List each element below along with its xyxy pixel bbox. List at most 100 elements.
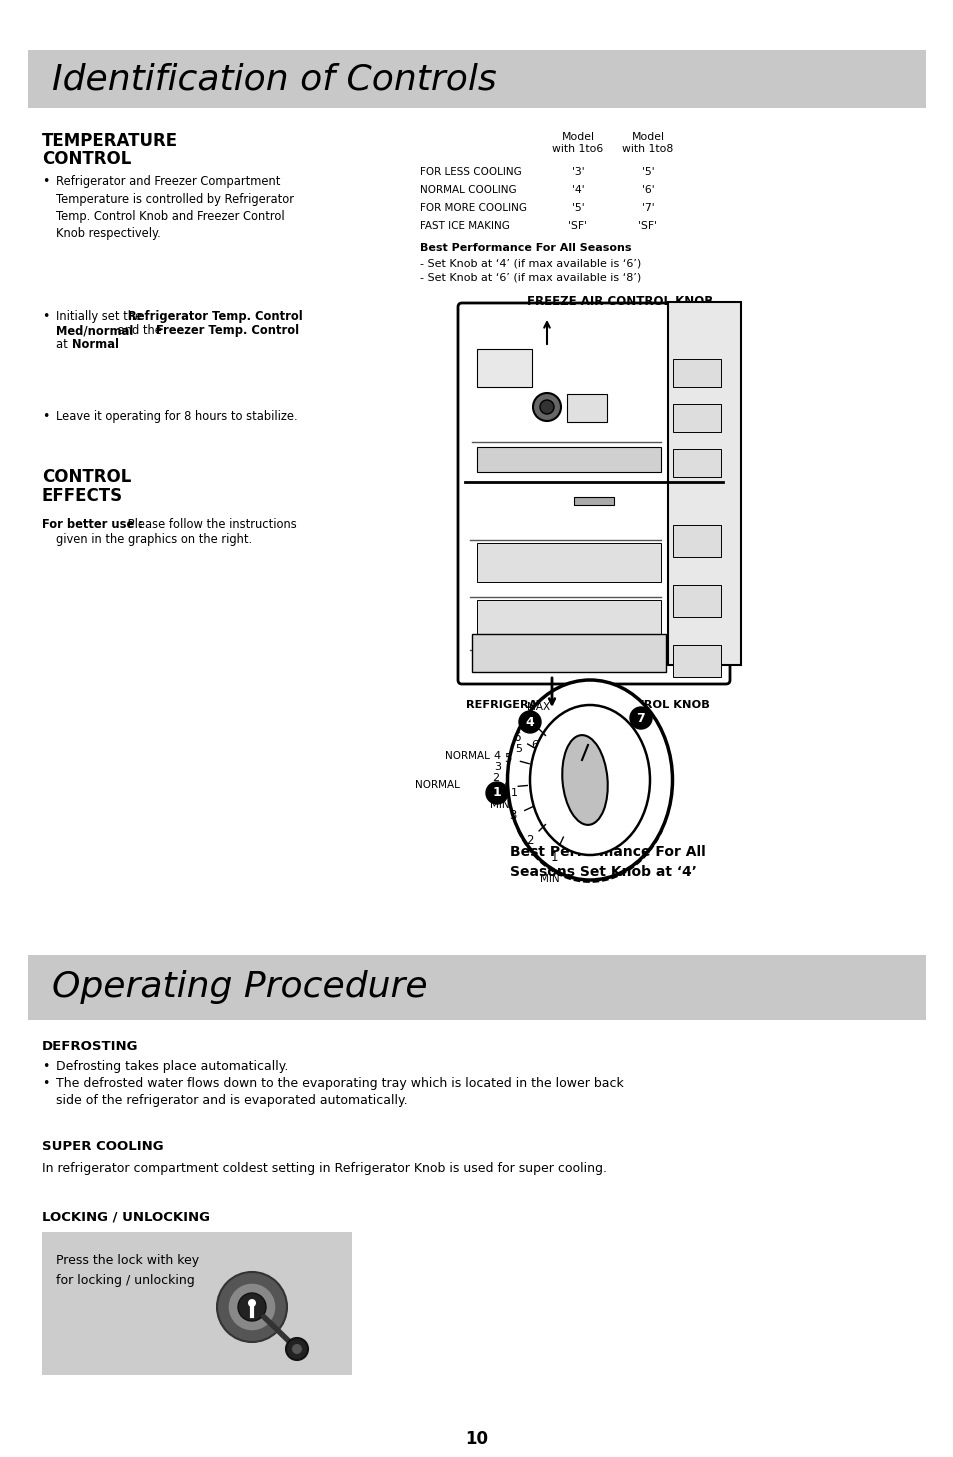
Text: 1: 1	[511, 788, 517, 798]
Bar	[476, 600, 660, 640]
Text: '5': '5'	[571, 203, 583, 213]
Text: Refrigerator and Freezer Compartment
Temperature is controlled by Refrigerator
T: Refrigerator and Freezer Compartment Tem…	[56, 175, 294, 240]
Circle shape	[237, 1292, 266, 1321]
Text: FOR LESS COOLING: FOR LESS COOLING	[419, 168, 521, 176]
Text: TEMPERATURE: TEMPERATURE	[42, 133, 178, 150]
Text: In refrigerator compartment coldest setting in Refrigerator Knob is used for sup: In refrigerator compartment coldest sett…	[42, 1163, 606, 1174]
Text: MAX: MAX	[572, 745, 595, 755]
Ellipse shape	[561, 736, 607, 825]
Text: for locking / unlocking: for locking / unlocking	[56, 1273, 194, 1287]
Text: •: •	[42, 1077, 50, 1090]
Text: at: at	[56, 338, 71, 351]
Text: given in the graphics on the right.: given in the graphics on the right.	[56, 533, 252, 546]
Text: Best Performance For All Seasons: Best Performance For All Seasons	[419, 243, 631, 254]
Circle shape	[485, 782, 507, 804]
Text: CONTROL: CONTROL	[42, 468, 132, 487]
Text: Identification of Controls: Identification of Controls	[52, 63, 497, 96]
Text: CONTROL: CONTROL	[42, 150, 132, 168]
Text: MIN: MIN	[490, 800, 509, 810]
Bar	[672, 645, 720, 678]
Bar	[472, 634, 665, 672]
Circle shape	[216, 1272, 287, 1342]
Bar	[667, 302, 740, 664]
Text: REFRIGERATOR TEMP. CONTROL KNOB: REFRIGERATOR TEMP. CONTROL KNOB	[466, 699, 709, 710]
Text: Best Performance For All
Seasons Set Knob at ‘4’: Best Performance For All Seasons Set Kno…	[510, 845, 705, 879]
Bar	[566, 393, 606, 423]
Text: 7: 7	[636, 711, 644, 724]
Text: DEFROSTING: DEFROSTING	[42, 1040, 138, 1053]
Bar	[672, 404, 720, 431]
Ellipse shape	[507, 680, 672, 880]
Text: 2: 2	[526, 833, 533, 847]
Text: LOCKING / UNLOCKING: LOCKING / UNLOCKING	[42, 1209, 210, 1222]
Text: 5: 5	[515, 745, 522, 755]
Text: •: •	[42, 175, 50, 188]
Text: '6': '6'	[641, 185, 654, 195]
Text: 2: 2	[492, 774, 499, 782]
Text: Med/normal: Med/normal	[56, 323, 133, 337]
Text: 6: 6	[512, 731, 519, 745]
Text: - Set Knob at ‘6’ (if max available is ‘8’): - Set Knob at ‘6’ (if max available is ‘…	[419, 272, 640, 283]
Bar	[476, 447, 660, 472]
Text: Normal: Normal	[71, 338, 119, 351]
Text: 7: 7	[526, 714, 533, 727]
Text: 3: 3	[494, 762, 501, 772]
Bar	[672, 525, 720, 557]
Text: Defrosting takes place automatically.: Defrosting takes place automatically.	[56, 1061, 288, 1072]
Text: Freezer Temp. Control: Freezer Temp. Control	[156, 323, 299, 337]
Text: 'SF': 'SF'	[638, 221, 657, 232]
Text: FOR MORE COOLING: FOR MORE COOLING	[419, 203, 526, 213]
Bar	[574, 497, 614, 506]
Text: Model
with 1to6: Model with 1to6	[552, 133, 603, 153]
Circle shape	[533, 393, 560, 421]
Text: EFFECTS: EFFECTS	[42, 487, 123, 506]
Text: 'SF': 'SF'	[568, 221, 587, 232]
Bar	[28, 50, 925, 108]
Text: 4: 4	[525, 715, 534, 728]
Bar	[672, 358, 720, 388]
Text: 4: 4	[493, 750, 499, 761]
Circle shape	[292, 1343, 302, 1354]
Text: 1: 1	[492, 787, 501, 800]
Text: •: •	[42, 1061, 50, 1072]
Text: 1: 1	[550, 851, 558, 864]
Text: •: •	[42, 310, 50, 323]
Circle shape	[286, 1338, 308, 1359]
Text: Initially set the: Initially set the	[56, 310, 146, 323]
Text: Please follow the instructions: Please follow the instructions	[124, 519, 296, 530]
Circle shape	[518, 711, 540, 733]
Text: NORMAL COOLING: NORMAL COOLING	[419, 185, 517, 195]
Ellipse shape	[530, 705, 649, 855]
Bar	[28, 954, 925, 1020]
Text: •: •	[42, 409, 50, 423]
Text: 4: 4	[501, 781, 509, 794]
Text: 6: 6	[531, 740, 537, 750]
Text: MIN: MIN	[539, 874, 559, 883]
Bar	[42, 1233, 352, 1375]
Text: '7': '7'	[641, 203, 654, 213]
Text: NORMAL: NORMAL	[415, 781, 460, 790]
Text: '4': '4'	[571, 185, 583, 195]
Text: NORMAL: NORMAL	[445, 750, 490, 761]
Text: 10: 10	[465, 1429, 488, 1448]
Text: The defrosted water flows down to the evaporating tray which is located in the l: The defrosted water flows down to the ev…	[56, 1077, 623, 1107]
Text: SUPER COOLING: SUPER COOLING	[42, 1139, 164, 1152]
Text: - Set Knob at ‘4’ (if max available is ‘6’): - Set Knob at ‘4’ (if max available is ‘…	[419, 258, 640, 268]
Circle shape	[228, 1284, 275, 1332]
Text: Model
with 1to8: Model with 1to8	[621, 133, 673, 153]
FancyBboxPatch shape	[457, 303, 729, 683]
Bar	[672, 449, 720, 476]
Bar	[672, 586, 720, 616]
Text: 3: 3	[509, 810, 517, 822]
Text: FAST ICE MAKING: FAST ICE MAKING	[419, 221, 509, 232]
Bar	[476, 543, 660, 581]
Circle shape	[539, 401, 554, 414]
Text: For better use :: For better use :	[42, 519, 143, 530]
Text: MAX: MAX	[527, 702, 550, 712]
Text: 7: 7	[549, 736, 556, 746]
Text: Press the lock with key: Press the lock with key	[56, 1254, 199, 1268]
Text: and the: and the	[113, 323, 165, 337]
Text: Operating Procedure: Operating Procedure	[52, 970, 427, 1004]
Text: '3': '3'	[571, 168, 583, 176]
Bar	[476, 350, 532, 388]
